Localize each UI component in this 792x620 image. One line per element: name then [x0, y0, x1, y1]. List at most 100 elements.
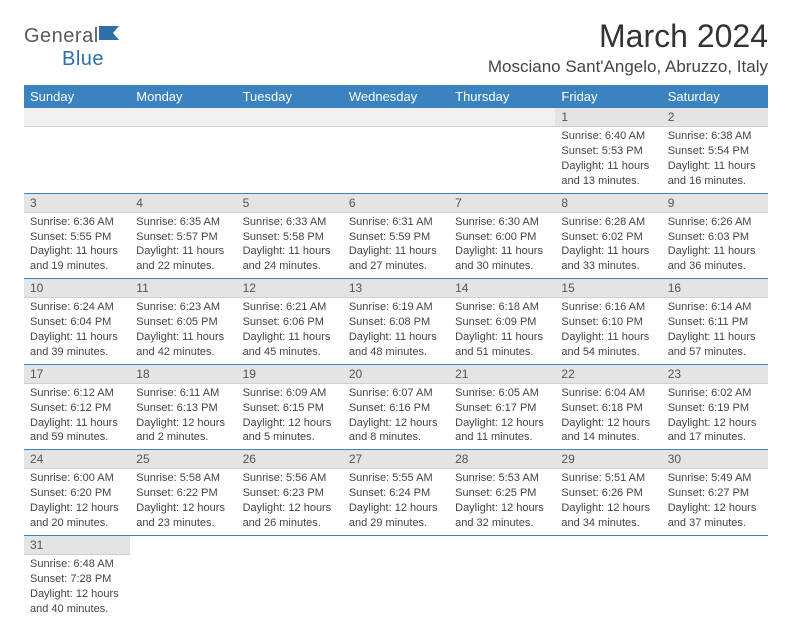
cell-line: Sunrise: 5:58 AM: [136, 471, 230, 486]
calendar-table: SundayMondayTuesdayWednesdayThursdayFrid…: [24, 85, 768, 620]
cell-line: Sunrise: 6:04 AM: [561, 386, 655, 401]
cell-body: Sunrise: 5:51 AMSunset: 6:26 PMDaylight:…: [555, 469, 661, 534]
calendar-cell: 28Sunrise: 5:53 AMSunset: 6:25 PMDayligh…: [449, 450, 555, 536]
cell-line: Daylight: 11 hours: [561, 244, 655, 259]
cell-line: Sunrise: 6:00 AM: [30, 471, 124, 486]
calendar-cell: 25Sunrise: 5:58 AMSunset: 6:22 PMDayligh…: [130, 450, 236, 536]
cell-body: Sunrise: 6:02 AMSunset: 6:19 PMDaylight:…: [662, 384, 768, 449]
cell-line: Sunrise: 6:02 AM: [668, 386, 762, 401]
cell-line: and 19 minutes.: [30, 259, 124, 274]
cell-line: Daylight: 11 hours: [455, 330, 549, 345]
cell-line: and 37 minutes.: [668, 516, 762, 531]
cell-line: and 48 minutes.: [349, 345, 443, 360]
cell-body: Sunrise: 6:00 AMSunset: 6:20 PMDaylight:…: [24, 469, 130, 534]
calendar-cell: 20Sunrise: 6:07 AMSunset: 6:16 PMDayligh…: [343, 364, 449, 450]
cell-line: and 30 minutes.: [455, 259, 549, 274]
cell-body: Sunrise: 5:58 AMSunset: 6:22 PMDaylight:…: [130, 469, 236, 534]
day-number: 28: [449, 450, 555, 469]
cell-line: and 34 minutes.: [561, 516, 655, 531]
cell-line: Daylight: 12 hours: [561, 416, 655, 431]
calendar-cell: 19Sunrise: 6:09 AMSunset: 6:15 PMDayligh…: [237, 364, 343, 450]
cell-line: Sunrise: 6:38 AM: [668, 129, 762, 144]
day-header-row: SundayMondayTuesdayWednesdayThursdayFrid…: [24, 85, 768, 108]
day-header: Monday: [130, 85, 236, 108]
cell-body: Sunrise: 6:12 AMSunset: 6:12 PMDaylight:…: [24, 384, 130, 449]
cell-body: Sunrise: 6:11 AMSunset: 6:13 PMDaylight:…: [130, 384, 236, 449]
cell-line: and 51 minutes.: [455, 345, 549, 360]
cell-body: Sunrise: 6:18 AMSunset: 6:09 PMDaylight:…: [449, 298, 555, 363]
cell-line: Sunrise: 6:31 AM: [349, 215, 443, 230]
cell-line: Daylight: 12 hours: [349, 501, 443, 516]
cell-line: Sunrise: 6:36 AM: [30, 215, 124, 230]
cell-line: Sunset: 6:22 PM: [136, 486, 230, 501]
cell-line: Daylight: 11 hours: [136, 244, 230, 259]
cell-body: Sunrise: 6:28 AMSunset: 6:02 PMDaylight:…: [555, 213, 661, 278]
cell-line: Sunrise: 5:51 AM: [561, 471, 655, 486]
cell-line: Sunrise: 6:11 AM: [136, 386, 230, 401]
cell-body: Sunrise: 6:07 AMSunset: 6:16 PMDaylight:…: [343, 384, 449, 449]
cell-line: and 11 minutes.: [455, 430, 549, 445]
day-number: 7: [449, 194, 555, 213]
cell-line: and 36 minutes.: [668, 259, 762, 274]
logo-word2: Blue: [62, 48, 104, 70]
cell-line: Daylight: 11 hours: [136, 330, 230, 345]
cell-line: and 57 minutes.: [668, 345, 762, 360]
day-number: 2: [662, 108, 768, 127]
day-header: Sunday: [24, 85, 130, 108]
day-number: 13: [343, 279, 449, 298]
header: General Blue March 2024 Mosciano Sant'An…: [24, 18, 768, 77]
cell-line: Daylight: 11 hours: [349, 244, 443, 259]
cell-line: and 33 minutes.: [561, 259, 655, 274]
day-number: 27: [343, 450, 449, 469]
cell-line: and 26 minutes.: [243, 516, 337, 531]
cell-line: and 54 minutes.: [561, 345, 655, 360]
day-number: 24: [24, 450, 130, 469]
cell-line: Daylight: 11 hours: [30, 416, 124, 431]
cell-body: Sunrise: 6:48 AMSunset: 7:28 PMDaylight:…: [24, 555, 130, 620]
cell-line: and 14 minutes.: [561, 430, 655, 445]
cell-body: Sunrise: 6:09 AMSunset: 6:15 PMDaylight:…: [237, 384, 343, 449]
cell-line: and 27 minutes.: [349, 259, 443, 274]
cell-line: Daylight: 11 hours: [668, 330, 762, 345]
calendar-row: 3Sunrise: 6:36 AMSunset: 5:55 PMDaylight…: [24, 193, 768, 279]
day-number: [343, 108, 449, 127]
day-number: [449, 108, 555, 127]
cell-line: Sunset: 6:18 PM: [561, 401, 655, 416]
cell-body: Sunrise: 6:38 AMSunset: 5:54 PMDaylight:…: [662, 127, 768, 192]
calendar-cell: [237, 108, 343, 193]
cell-line: Sunrise: 6:33 AM: [243, 215, 337, 230]
cell-body: Sunrise: 5:55 AMSunset: 6:24 PMDaylight:…: [343, 469, 449, 534]
cell-line: and 40 minutes.: [30, 602, 124, 617]
cell-line: and 39 minutes.: [30, 345, 124, 360]
day-number: 9: [662, 194, 768, 213]
day-number: 26: [237, 450, 343, 469]
day-number: [24, 108, 130, 127]
calendar-cell: 4Sunrise: 6:35 AMSunset: 5:57 PMDaylight…: [130, 193, 236, 279]
day-number: 6: [343, 194, 449, 213]
day-number: 5: [237, 194, 343, 213]
cell-line: Sunset: 5:58 PM: [243, 230, 337, 245]
cell-line: Sunset: 6:05 PM: [136, 315, 230, 330]
cell-line: Sunrise: 6:09 AM: [243, 386, 337, 401]
cell-line: Sunset: 6:12 PM: [30, 401, 124, 416]
calendar-row: 10Sunrise: 6:24 AMSunset: 6:04 PMDayligh…: [24, 279, 768, 365]
page-title: March 2024: [488, 18, 768, 55]
cell-line: Sunset: 6:20 PM: [30, 486, 124, 501]
cell-body: Sunrise: 5:49 AMSunset: 6:27 PMDaylight:…: [662, 469, 768, 534]
cell-line: and 22 minutes.: [136, 259, 230, 274]
cell-line: Sunset: 6:03 PM: [668, 230, 762, 245]
cell-body: Sunrise: 6:19 AMSunset: 6:08 PMDaylight:…: [343, 298, 449, 363]
cell-body: Sunrise: 6:36 AMSunset: 5:55 PMDaylight:…: [24, 213, 130, 278]
cell-line: Sunrise: 6:18 AM: [455, 300, 549, 315]
cell-line: Daylight: 12 hours: [668, 416, 762, 431]
day-number: 10: [24, 279, 130, 298]
cell-line: Daylight: 12 hours: [349, 416, 443, 431]
day-header: Saturday: [662, 85, 768, 108]
title-block: March 2024 Mosciano Sant'Angelo, Abruzzo…: [488, 18, 768, 77]
cell-line: Sunset: 6:10 PM: [561, 315, 655, 330]
cell-line: Sunset: 6:25 PM: [455, 486, 549, 501]
calendar-cell: 30Sunrise: 5:49 AMSunset: 6:27 PMDayligh…: [662, 450, 768, 536]
day-number: 14: [449, 279, 555, 298]
cell-body: Sunrise: 6:14 AMSunset: 6:11 PMDaylight:…: [662, 298, 768, 363]
cell-line: and 45 minutes.: [243, 345, 337, 360]
